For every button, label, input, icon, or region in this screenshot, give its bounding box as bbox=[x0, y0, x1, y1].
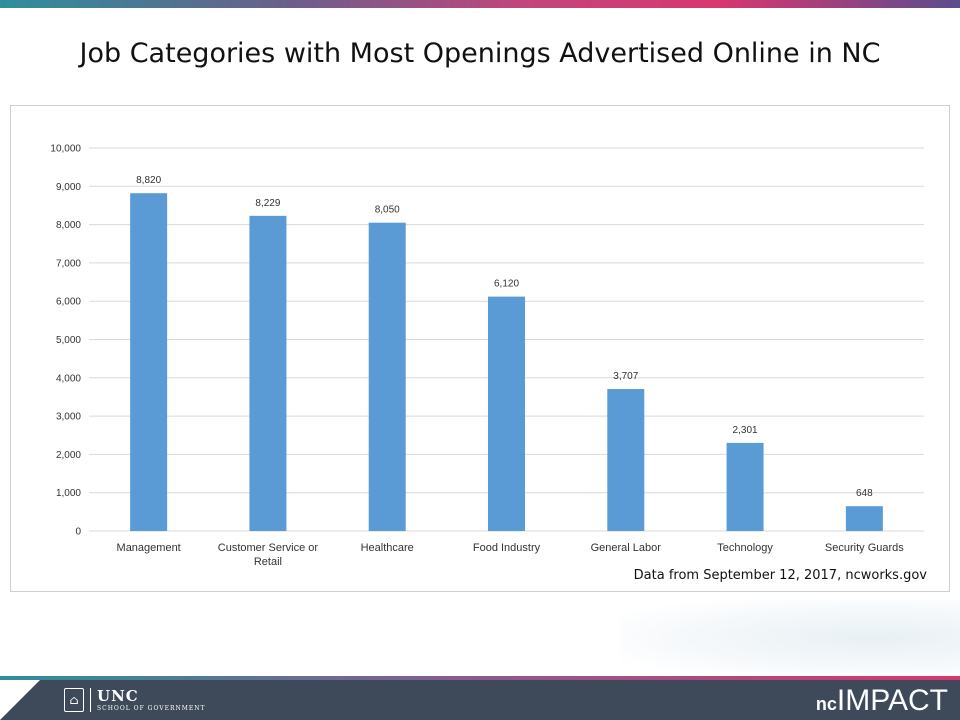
bar bbox=[845, 506, 883, 531]
footer-accent-line bbox=[0, 676, 960, 680]
y-tick-label: 5,000 bbox=[56, 335, 81, 346]
data-label: 6,120 bbox=[494, 279, 519, 290]
data-label: 8,050 bbox=[375, 205, 400, 216]
x-tick-label: Food Industry bbox=[473, 542, 541, 554]
unc-logo-main: UNC bbox=[97, 686, 139, 705]
y-tick-label: 7,000 bbox=[56, 258, 81, 269]
bar bbox=[368, 222, 406, 531]
source-note: Data from September 12, 2017, ncworks.go… bbox=[633, 568, 927, 583]
data-label: 2,301 bbox=[733, 425, 758, 436]
brand-prefix: nc bbox=[815, 694, 837, 714]
y-tick-label: 4,000 bbox=[56, 373, 81, 384]
y-tick-label: 6,000 bbox=[56, 297, 81, 308]
y-tick-label: 2,000 bbox=[56, 450, 81, 461]
ncimpact-logo: ncIMPACT bbox=[816, 684, 948, 718]
bar bbox=[726, 442, 764, 531]
bar bbox=[607, 389, 645, 531]
bar bbox=[130, 193, 168, 531]
bar bbox=[488, 296, 525, 531]
data-label: 8,229 bbox=[255, 198, 280, 209]
x-tick-label: Technology bbox=[717, 542, 773, 554]
y-tick-label: 10,000 bbox=[50, 144, 81, 155]
data-label: 8,820 bbox=[136, 175, 161, 186]
x-tick-label: Retail bbox=[254, 556, 282, 568]
old-well-icon: ⌂ bbox=[64, 688, 84, 712]
y-tick-label: 9,000 bbox=[56, 182, 81, 193]
data-label: 3,707 bbox=[613, 371, 638, 382]
footer-wedge bbox=[0, 680, 40, 720]
x-tick-label: Customer Service or bbox=[218, 542, 319, 554]
x-tick-label: Management bbox=[117, 542, 181, 554]
bar-chart: 0 1,000 2,000 3,000 4,000 5,000 6,000 7,000 8,00… bbox=[50, 144, 924, 568]
top-accent-bar bbox=[0, 0, 960, 8]
unc-logo: ⌂ UNC SCHOOL OF GOVERNMENT bbox=[64, 688, 206, 712]
y-tick-label: 3,000 bbox=[56, 412, 81, 423]
unc-logo-sub: SCHOOL OF GOVERNMENT bbox=[97, 704, 206, 712]
background-decoration bbox=[620, 600, 960, 676]
bar bbox=[249, 215, 287, 532]
y-tick-label: 8,000 bbox=[56, 220, 81, 231]
brand-main: IMPACT bbox=[836, 684, 948, 717]
chart-frame: 0 1,000 2,000 3,000 4,000 5,000 6,000 7,000 8,00… bbox=[10, 105, 950, 592]
slide-title: Job Categories with Most Openings Advert… bbox=[79, 38, 881, 69]
x-tick-label: Healthcare bbox=[361, 542, 414, 554]
logo-divider bbox=[90, 688, 91, 712]
data-label: 648 bbox=[856, 488, 873, 499]
x-tick-label: Security Guards bbox=[825, 542, 904, 554]
y-tick-label: 0 bbox=[75, 527, 81, 538]
y-tick-label: 1,000 bbox=[56, 488, 81, 499]
x-tick-label: General Labor bbox=[591, 542, 662, 554]
footer-bar bbox=[0, 680, 960, 720]
